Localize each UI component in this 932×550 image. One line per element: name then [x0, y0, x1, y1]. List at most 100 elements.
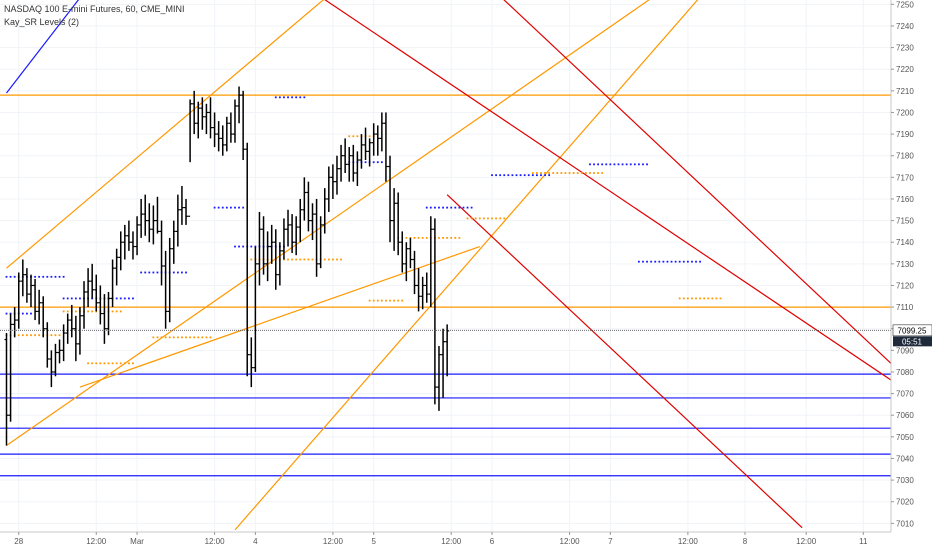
y-tick-label: 7190: [896, 130, 914, 139]
sr-dot: [50, 334, 53, 337]
sr-dot: [213, 206, 216, 209]
price-bar: [82, 281, 87, 329]
sr-level: [589, 163, 648, 166]
sr-dot: [642, 163, 644, 166]
price-bar: [175, 194, 180, 247]
sr-dot: [601, 163, 604, 166]
price-bar: [408, 237, 413, 269]
sr-dot: [454, 206, 457, 209]
sr-dot: [197, 336, 200, 339]
price-bar: [286, 209, 291, 247]
sr-dot: [156, 271, 159, 274]
price-bar: [412, 250, 417, 295]
sr-dot: [46, 275, 49, 278]
symbol-title[interactable]: NASDAQ 100 E-mini Futures, 60, CME_MINI: [4, 4, 185, 14]
time-axis-bg[interactable]: [0, 532, 932, 550]
sr-dot: [699, 260, 701, 263]
price-bar: [245, 142, 250, 377]
price-bar: [171, 220, 176, 264]
sr-level: [213, 206, 245, 209]
indicator-label[interactable]: Kay_SR Levels (2): [4, 17, 80, 27]
sr-dot: [34, 334, 36, 337]
sr-level: [678, 297, 722, 300]
price-bar: [94, 274, 99, 312]
sr-dot: [189, 336, 191, 339]
time-axis-ticks: 28 12:00 Mar 12:00 4 12:00 5 12:00 6 12:00 7 12:00 8…: [14, 532, 868, 546]
sr-dot: [686, 297, 689, 300]
sr-dot: [156, 336, 159, 339]
sr-dot: [181, 336, 183, 339]
sr-dot: [152, 271, 155, 274]
y-tick-label: 7080: [896, 368, 914, 377]
sr-level: [531, 172, 604, 174]
price-bar: [379, 112, 384, 152]
price-bar: [339, 144, 344, 182]
sr-dot: [242, 206, 245, 209]
price-axis-bg[interactable]: [891, 0, 932, 532]
sr-level: [140, 271, 187, 274]
price-bar: [184, 198, 189, 225]
sr-dot: [295, 96, 298, 99]
sr-dot: [442, 206, 444, 209]
sr-dot: [499, 217, 502, 220]
sr-dot: [638, 163, 640, 166]
sr-dot: [470, 217, 473, 220]
sr-dot: [38, 334, 41, 337]
sr-dot: [503, 174, 506, 177]
sr-dot: [625, 163, 628, 166]
sr-dot: [152, 336, 155, 339]
sr-dot: [613, 163, 616, 166]
price-bar: [20, 259, 25, 297]
sr-dot: [719, 297, 722, 300]
sr-dot: [54, 334, 57, 337]
sr-dot: [336, 258, 338, 261]
sr-dot: [376, 299, 379, 302]
y-tick-label: 7110: [896, 303, 914, 312]
sr-dot: [597, 163, 599, 166]
sr-dot: [352, 135, 355, 138]
price-bar: [143, 194, 148, 236]
sr-dot: [66, 297, 69, 300]
sr-dot: [230, 206, 232, 209]
sr-dot: [107, 362, 110, 365]
sr-dot: [646, 163, 648, 166]
y-tick-label: 7230: [896, 44, 914, 53]
y-tick-label: 7130: [896, 260, 914, 269]
price-bar: [420, 276, 425, 310]
sr-dot: [87, 362, 89, 365]
price-bar: [424, 272, 429, 303]
sr-level: [87, 362, 134, 365]
price-bar: [208, 97, 213, 139]
price-bar: [53, 343, 58, 377]
price-bar: [314, 198, 319, 277]
sr-dot: [123, 362, 126, 365]
sr-dot: [283, 96, 285, 99]
sr-dot: [389, 299, 391, 302]
price-bar: [436, 346, 441, 411]
price-bar: [367, 138, 372, 167]
y-tick-label: 7040: [896, 454, 914, 463]
x-tick-label: 11: [859, 537, 868, 546]
trend-line: [234, 0, 699, 531]
sr-dot: [181, 271, 183, 274]
sr-dot: [91, 362, 94, 365]
price-bar: [98, 285, 103, 325]
sr-dot: [421, 236, 424, 239]
trend-line: [79, 245, 480, 388]
sr-dot: [605, 163, 608, 166]
sr-dot: [519, 174, 522, 177]
sr-dot: [417, 236, 420, 239]
price-bar: [253, 246, 258, 372]
sr-dot: [695, 297, 697, 300]
price-bar: [86, 268, 91, 308]
sr-dot: [629, 163, 632, 166]
sr-dot: [584, 172, 587, 174]
x-tick-label: 12:00: [86, 537, 107, 546]
price-bar: [188, 99, 193, 217]
sr-dot: [368, 299, 371, 302]
sr-dot: [274, 96, 277, 99]
sr-dot: [580, 172, 583, 174]
price-bar: [241, 90, 246, 161]
sr-dot: [70, 297, 73, 300]
